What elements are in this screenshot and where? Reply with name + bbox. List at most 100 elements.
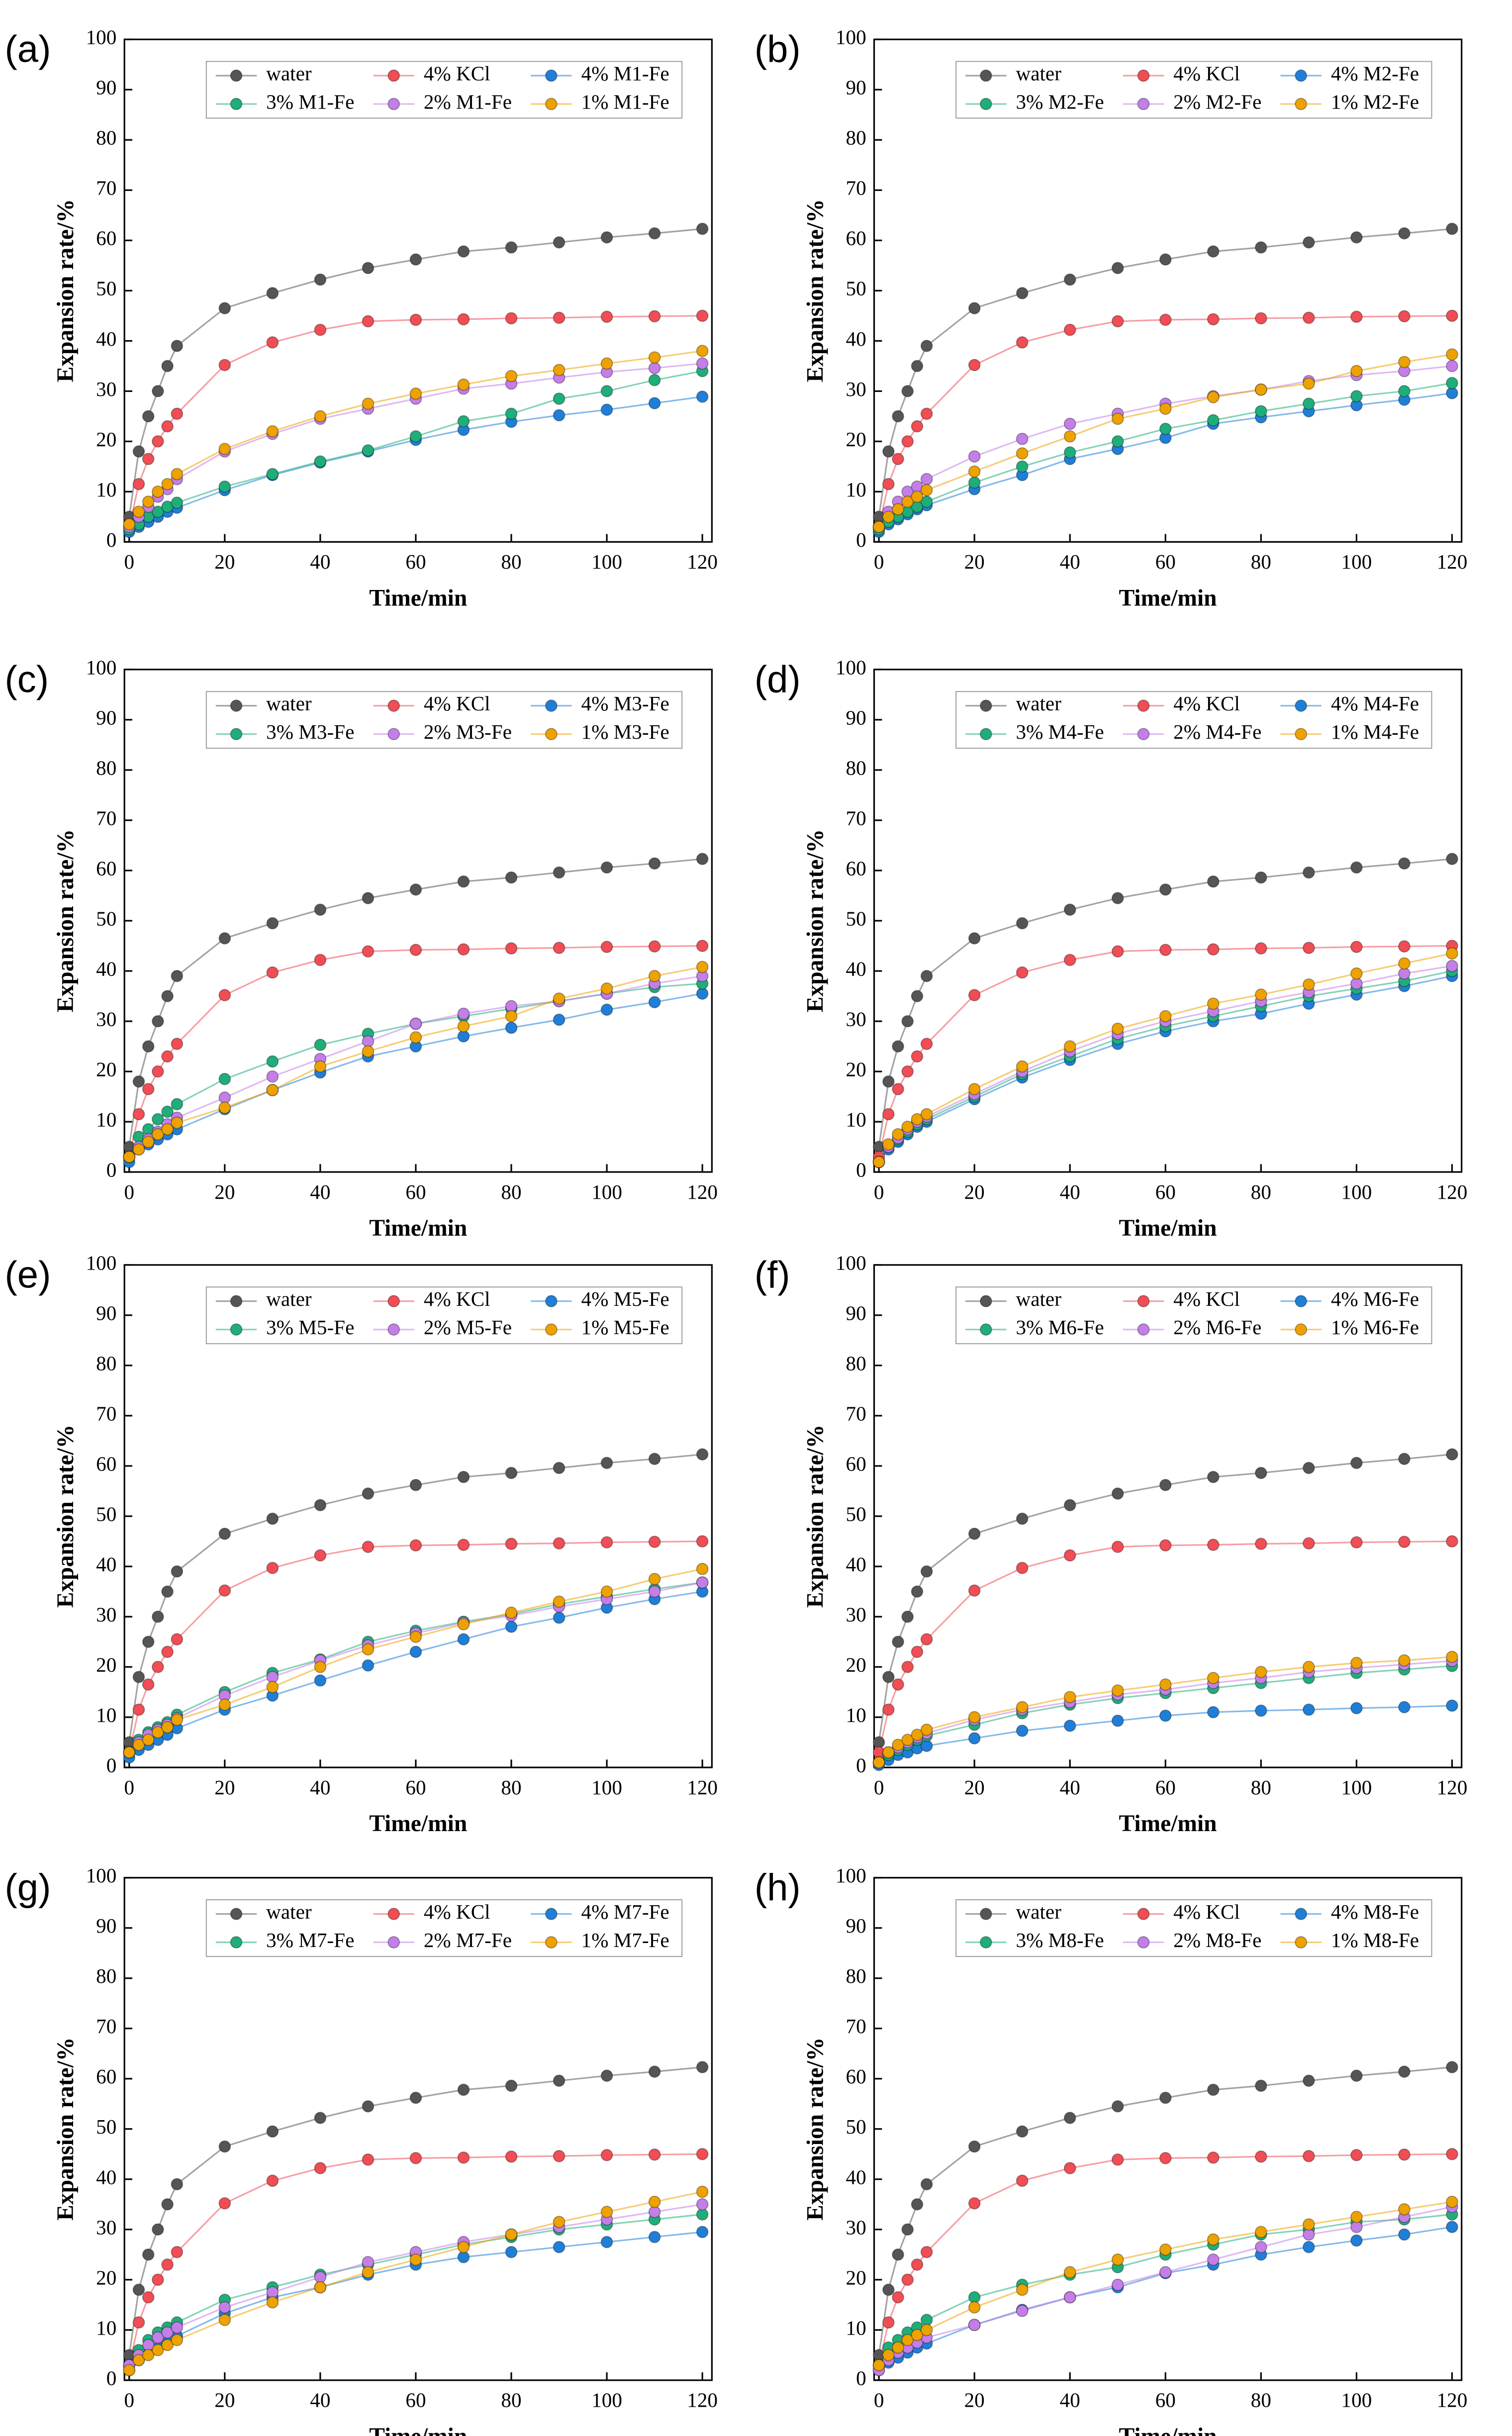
legend-label: 2% M4-Fe (1173, 720, 1261, 743)
y-tick-label: 40 (846, 1553, 866, 1575)
data-point (1159, 1478, 1172, 1491)
data-point (696, 390, 709, 403)
data-point (920, 1565, 933, 1578)
legend-swatch (979, 1323, 992, 1336)
y-tick-label: 80 (846, 1964, 866, 1987)
data-point (920, 407, 933, 420)
y-axis-label: Expansion rate/% (802, 1425, 828, 1608)
data-point (132, 1143, 145, 1156)
y-tick-label: 0 (106, 1754, 117, 1776)
data-point (505, 2150, 518, 2163)
data-point (553, 1595, 566, 1608)
data-point (171, 340, 184, 352)
data-point (1350, 861, 1363, 874)
data-point (1254, 2226, 1267, 2239)
data-point (1111, 2278, 1124, 2291)
data-point (1016, 287, 1029, 299)
y-tick-label: 30 (846, 1603, 866, 1626)
data-point (1446, 947, 1458, 960)
legend-label: 4% KCl (424, 692, 490, 715)
data-point (266, 1084, 279, 1096)
data-point (553, 1537, 566, 1550)
legend-label: 4% KCl (1173, 62, 1240, 85)
legend-swatch (1137, 1936, 1150, 1949)
y-tick-label: 0 (106, 528, 117, 551)
data-point (911, 1113, 924, 1126)
data-point (1350, 1702, 1363, 1715)
x-tick-label: 120 (687, 1776, 718, 1799)
data-point (266, 2125, 279, 2138)
series-line (128, 1581, 703, 1753)
data-point (1111, 892, 1124, 904)
data-point (1398, 1453, 1411, 1465)
data-point (409, 1646, 422, 1658)
legend-label: 1% M2-Fe (1331, 90, 1419, 113)
data-point (1350, 967, 1363, 980)
legend-label: 4% M5-Fe (581, 1287, 669, 1310)
data-point (1254, 405, 1267, 418)
data-point (1254, 871, 1267, 884)
data-point (314, 455, 327, 468)
x-tick-label: 120 (1437, 1776, 1468, 1799)
y-axis-label: Expansion rate/% (802, 199, 828, 382)
data-point (1111, 262, 1124, 275)
x-tick-label: 0 (874, 2389, 884, 2412)
data-point (1111, 2100, 1124, 2113)
data-point (1111, 1541, 1124, 1553)
data-point (553, 2149, 566, 2162)
series-line (878, 945, 1452, 1158)
data-point (882, 1670, 895, 1683)
data-point (505, 1620, 518, 1633)
data-point (901, 1660, 914, 1673)
data-point (142, 1636, 155, 1648)
data-point (1254, 1704, 1267, 1717)
data-point (911, 1729, 924, 1741)
data-point (600, 2148, 613, 2161)
data-point (1207, 875, 1220, 888)
legend-swatch (545, 1323, 558, 1336)
data-point (218, 480, 231, 493)
legend-box (205, 1286, 683, 1345)
data-point (901, 1015, 914, 1028)
data-point (968, 2319, 981, 2332)
x-tick-label: 40 (310, 1180, 330, 1203)
x-tick-label: 60 (1155, 1776, 1176, 1799)
data-point (920, 495, 933, 508)
data-point (600, 385, 613, 397)
series-line (878, 965, 1452, 1163)
legend-box (955, 691, 1432, 749)
data-point (1111, 2153, 1124, 2166)
data-point (1063, 323, 1076, 336)
data-point (1350, 231, 1363, 244)
data-point (901, 2273, 914, 2286)
x-tick-label: 100 (591, 1180, 622, 1203)
y-tick-label: 80 (96, 756, 116, 779)
data-point (600, 982, 613, 995)
data-point (132, 1108, 145, 1121)
legend-label: water (1016, 692, 1062, 715)
data-point (409, 1539, 422, 1552)
x-tick-label: 0 (874, 550, 884, 573)
data-point (901, 1610, 914, 1623)
y-tick-label: 90 (846, 76, 866, 99)
y-tick-label: 50 (846, 277, 866, 300)
data-point (648, 857, 661, 870)
data-point (505, 871, 518, 884)
legend-label: 3% M3-Fe (266, 720, 354, 743)
legend-swatch (545, 1908, 558, 1920)
data-point (968, 302, 981, 314)
data-point (696, 2226, 709, 2239)
data-point (362, 1045, 375, 1058)
data-point (314, 1660, 327, 1673)
y-tick-label: 70 (96, 1402, 116, 1425)
data-point (171, 496, 184, 509)
data-point (1111, 315, 1124, 328)
data-point (1159, 402, 1172, 415)
data-point (171, 2245, 184, 2258)
y-tick-label: 20 (846, 1058, 866, 1080)
legend-label: 2% M5-Fe (424, 1316, 512, 1339)
y-tick-label: 60 (96, 2065, 116, 2088)
x-tick-label: 80 (501, 2389, 521, 2412)
data-point (872, 2359, 885, 2371)
data-point (132, 445, 145, 458)
